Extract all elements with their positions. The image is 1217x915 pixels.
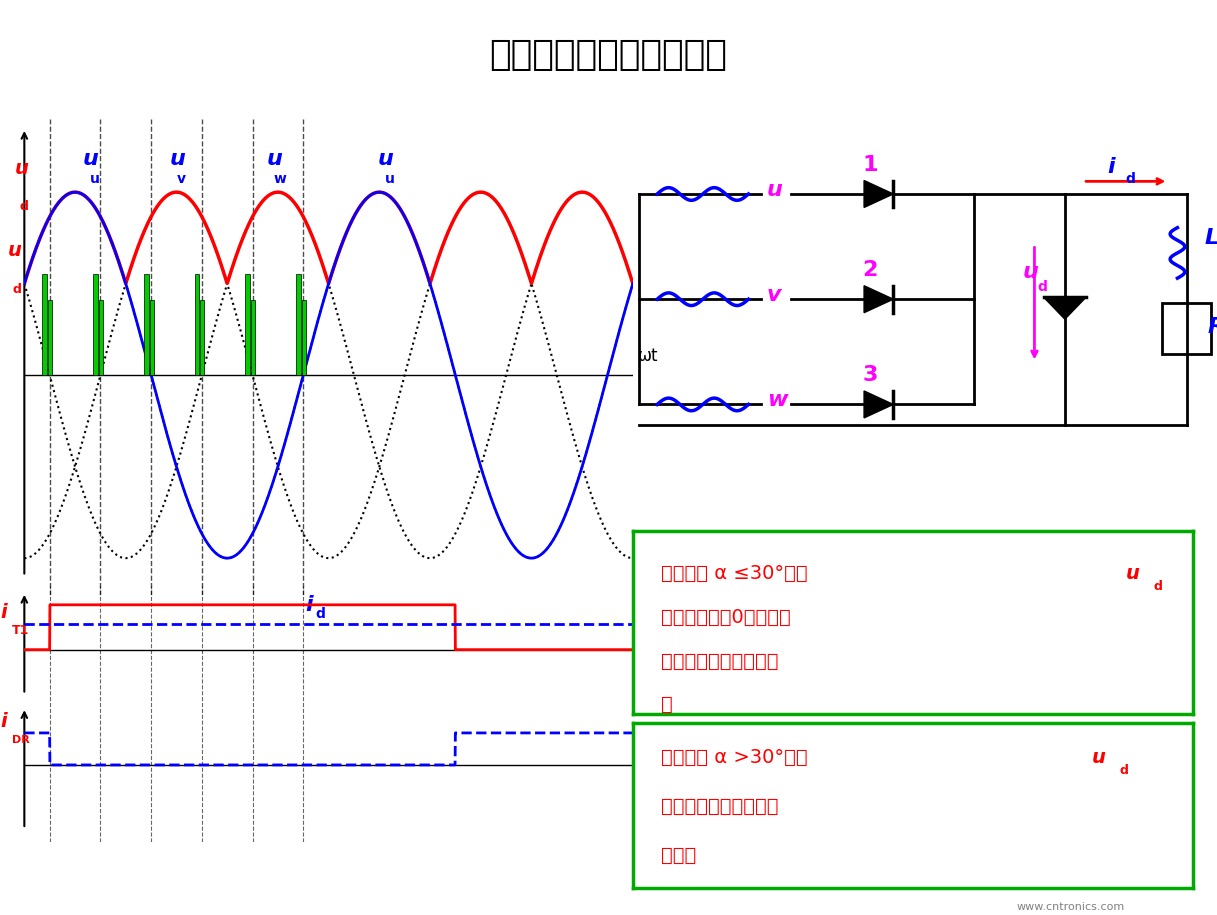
Text: d: d bbox=[19, 200, 28, 213]
Text: DR: DR bbox=[12, 735, 30, 745]
Text: u: u bbox=[267, 149, 282, 168]
Text: ωt: ωt bbox=[638, 347, 658, 364]
Text: u: u bbox=[15, 159, 28, 178]
Polygon shape bbox=[1044, 297, 1087, 319]
Bar bbox=[246, 274, 251, 375]
Text: 电感性负载加续流二极管: 电感性负载加续流二极管 bbox=[489, 38, 728, 72]
Text: v: v bbox=[176, 172, 186, 186]
Text: u: u bbox=[1092, 748, 1106, 767]
Text: w: w bbox=[767, 390, 787, 410]
Text: www.cntronics.com: www.cntronics.com bbox=[1017, 902, 1125, 912]
Text: i: i bbox=[1107, 157, 1115, 177]
Bar bbox=[296, 274, 301, 375]
Text: d: d bbox=[1126, 172, 1135, 187]
Text: 极管承受反压而不起作: 极管承受反压而不起作 bbox=[661, 651, 779, 671]
Bar bbox=[201, 299, 204, 375]
Text: d: d bbox=[1037, 280, 1048, 294]
Text: u: u bbox=[169, 149, 185, 168]
Polygon shape bbox=[864, 285, 893, 313]
Bar bbox=[195, 274, 200, 375]
Text: d: d bbox=[315, 607, 325, 620]
Text: d: d bbox=[1120, 764, 1128, 777]
Text: d: d bbox=[1154, 580, 1162, 593]
Text: w: w bbox=[274, 172, 286, 186]
Polygon shape bbox=[864, 391, 893, 418]
Text: 用: 用 bbox=[661, 695, 673, 715]
Text: d: d bbox=[12, 283, 21, 296]
Text: u: u bbox=[767, 179, 783, 199]
Text: 3: 3 bbox=[863, 365, 877, 385]
Text: T1: T1 bbox=[12, 624, 29, 637]
Text: 1: 1 bbox=[863, 155, 877, 175]
Text: 断续，续流二极管起续: 断续，续流二极管起续 bbox=[661, 797, 779, 816]
Bar bbox=[94, 274, 99, 375]
Text: R: R bbox=[1207, 317, 1217, 337]
Text: u: u bbox=[7, 242, 21, 260]
Bar bbox=[99, 299, 102, 375]
Bar bbox=[144, 274, 148, 375]
Text: u: u bbox=[1126, 564, 1139, 583]
Text: L: L bbox=[1205, 229, 1217, 249]
Bar bbox=[1162, 304, 1211, 354]
Text: 2: 2 bbox=[863, 260, 877, 280]
Bar bbox=[302, 299, 305, 375]
Text: i: i bbox=[305, 596, 313, 615]
Text: u: u bbox=[377, 149, 394, 168]
Text: 连续且均大于0，续流二: 连续且均大于0，续流二 bbox=[661, 608, 791, 627]
Bar bbox=[150, 299, 153, 375]
Text: i: i bbox=[0, 712, 7, 730]
Bar bbox=[43, 274, 47, 375]
Text: v: v bbox=[767, 285, 781, 305]
Text: u: u bbox=[90, 172, 100, 186]
Text: u: u bbox=[385, 172, 396, 186]
Text: 流作用: 流作用 bbox=[661, 846, 696, 866]
Text: i: i bbox=[0, 603, 7, 621]
Bar bbox=[251, 299, 254, 375]
Polygon shape bbox=[864, 180, 893, 208]
Text: ωt: ωt bbox=[638, 632, 658, 651]
Text: u: u bbox=[83, 149, 99, 168]
Bar bbox=[49, 299, 52, 375]
Text: 电阻负载 α >30°时，: 电阻负载 α >30°时， bbox=[661, 748, 807, 767]
Text: u: u bbox=[1022, 263, 1038, 282]
Text: 电阻负载 α ≤30°时，: 电阻负载 α ≤30°时， bbox=[661, 564, 807, 583]
